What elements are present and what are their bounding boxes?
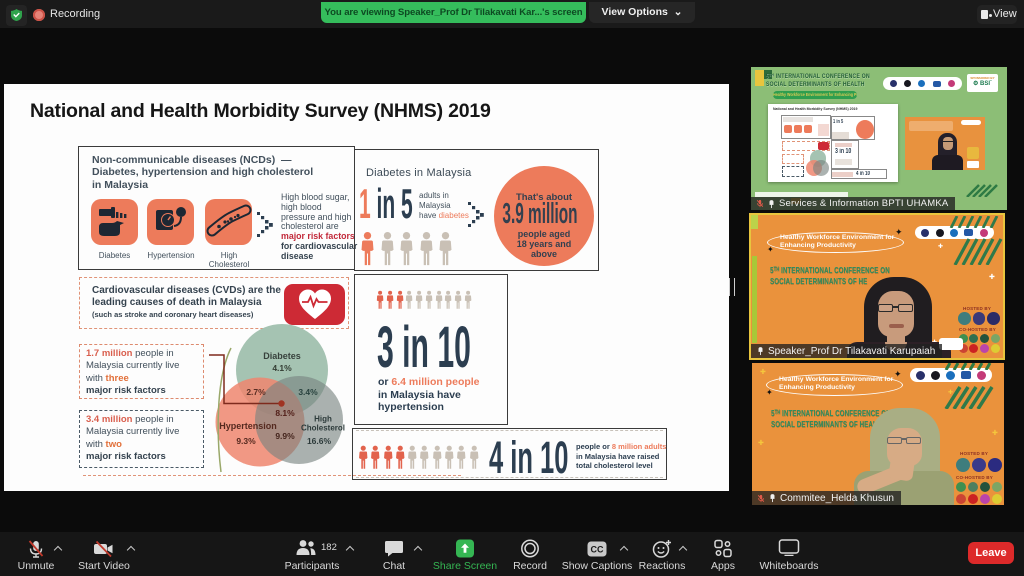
svg-text:CC: CC bbox=[591, 545, 604, 555]
